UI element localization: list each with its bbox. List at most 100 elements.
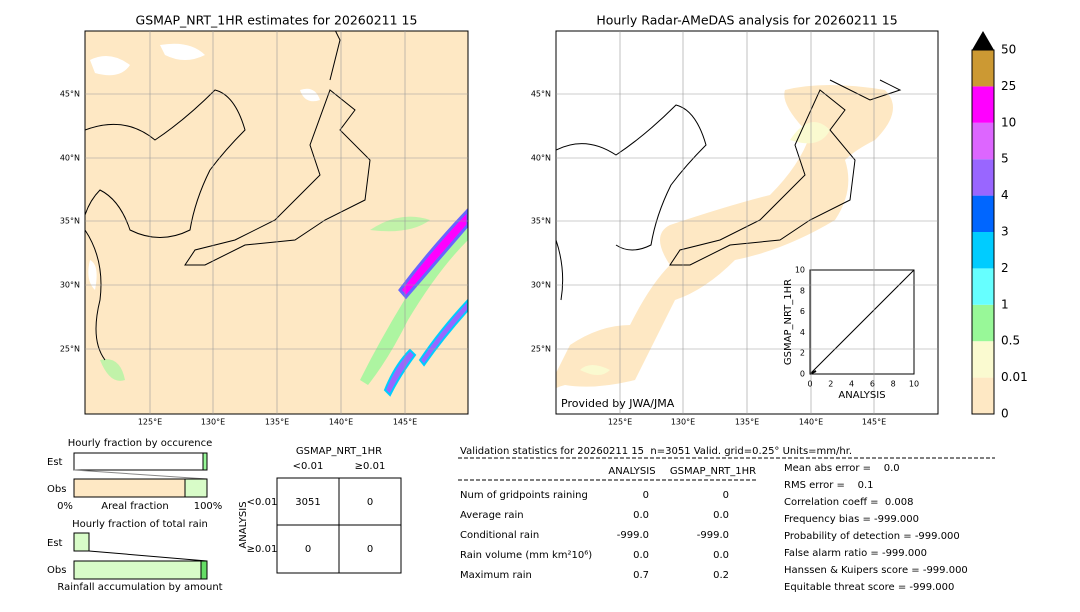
obs-bar xyxy=(73,560,208,580)
lat-label: 35°N xyxy=(60,217,80,226)
inset-y-tick: 2 xyxy=(800,349,805,358)
colorbar-label: 4 xyxy=(1001,188,1009,202)
analysis-area xyxy=(556,85,893,389)
inset-x-tick: 2 xyxy=(828,380,833,389)
left-map xyxy=(85,31,468,414)
score: Equitable threat score = -999.000 xyxy=(784,582,954,593)
stat-value: 0.0 xyxy=(713,510,729,521)
row-header: ≥0.01 xyxy=(247,544,278,555)
stat-label: Rain volume (mm km²10⁶) xyxy=(460,550,592,561)
inset-y-tick: 10 xyxy=(795,266,805,275)
inset-y-tick: 4 xyxy=(800,328,805,337)
table-cell: 0 xyxy=(367,497,373,508)
colorbar-label: 0.01 xyxy=(1001,370,1028,384)
credit: Provided by JWA/JMA xyxy=(561,397,675,410)
rain-band xyxy=(398,207,468,300)
inset-x-tick: 10 xyxy=(909,380,919,389)
stat-value: -999.0 xyxy=(617,530,649,541)
column-header: ANALYSIS xyxy=(608,466,655,477)
connector xyxy=(88,550,208,562)
stat-value: 0.2 xyxy=(713,570,729,581)
inset-y-tick: 6 xyxy=(800,307,805,316)
stat-label: Conditional rain xyxy=(460,530,539,541)
colorbar-label: 1 xyxy=(1001,297,1009,311)
coastline xyxy=(669,79,902,266)
score: False alarm ratio = -999.000 xyxy=(784,548,927,559)
stat-value: 0.0 xyxy=(633,550,649,561)
axis-label: 100% xyxy=(194,501,223,512)
column-header: GSMAP_NRT_1HR xyxy=(670,466,756,477)
colorbar-segment xyxy=(972,268,994,305)
map-title: Hourly Radar-AMeDAS analysis for 2026021… xyxy=(596,13,897,28)
no-data-area xyxy=(88,43,320,290)
lat-label: 40°N xyxy=(60,154,80,163)
score: RMS error = 0.1 xyxy=(784,480,874,491)
stat-value: 0.0 xyxy=(633,510,649,521)
table-cell: 0 xyxy=(367,544,373,555)
table-title: GSMAP_NRT_1HR xyxy=(296,446,382,457)
colorbar-segment xyxy=(972,50,994,87)
obs-fraction xyxy=(184,478,208,498)
score: Mean abs error = 0.0 xyxy=(784,463,900,474)
stat-label: Average rain xyxy=(460,510,524,521)
colorbar-frame xyxy=(971,49,995,415)
inset-xlabel: ANALYSIS xyxy=(838,390,885,401)
colorbar-label: 2 xyxy=(1001,261,1009,275)
stat-value: -999.0 xyxy=(697,530,729,541)
table-cell: 0 xyxy=(305,544,311,555)
axis-label: Areal fraction xyxy=(101,501,168,512)
row-label: Est xyxy=(47,538,63,549)
colorbar-segment xyxy=(972,304,994,342)
map-title: GSMAP_NRT_1HR estimates for 20260211 15 xyxy=(136,13,418,28)
row-label: Obs xyxy=(47,484,66,495)
colorbar-label: 10 xyxy=(1001,115,1016,129)
lat-label: 30°N xyxy=(60,281,80,290)
row-label: Est xyxy=(47,457,63,468)
est-bar xyxy=(73,452,208,471)
inset-x-tick: 4 xyxy=(849,380,854,389)
coastline xyxy=(556,104,707,301)
lon-label: 135°E xyxy=(735,418,759,427)
connector xyxy=(73,469,208,480)
score: Correlation coeff = 0.008 xyxy=(784,497,914,508)
lon-label: 125°E xyxy=(608,418,632,427)
est-bar xyxy=(73,532,90,552)
lat-label: 40°N xyxy=(531,154,551,163)
colorbar-label: 50 xyxy=(1001,43,1016,57)
map-frame xyxy=(84,30,469,415)
row-title: ANALYSIS xyxy=(238,501,249,548)
column-header: ≥0.01 xyxy=(355,461,386,472)
score: Probability of detection = -999.000 xyxy=(784,531,960,542)
lat-label: 25°N xyxy=(60,345,80,354)
inset-y-tick: 8 xyxy=(800,286,805,295)
inset-x-tick: 6 xyxy=(870,380,875,389)
inset-y-tick: 0 xyxy=(800,370,805,379)
inset-frame xyxy=(809,269,915,375)
coastline xyxy=(184,31,371,266)
colorbar-segment xyxy=(972,341,994,378)
coastline xyxy=(85,89,246,361)
colorbar-segment xyxy=(972,377,994,414)
lon-label: 140°E xyxy=(799,418,823,427)
lon-label: 125°E xyxy=(138,418,162,427)
est-fraction xyxy=(202,452,208,471)
stat-label: Maximum rain xyxy=(460,570,532,581)
rain-band xyxy=(383,298,468,397)
column-header: <0.01 xyxy=(293,461,324,472)
axis-label: 0% xyxy=(57,501,73,512)
colorbar-extend xyxy=(972,31,994,50)
stat-value: 0 xyxy=(643,490,649,501)
lat-label: 35°N xyxy=(531,217,551,226)
stats-header: Validation statistics for 20260211 15 n=… xyxy=(460,446,852,457)
inset-x-tick: 0 xyxy=(807,380,812,389)
rain-area xyxy=(360,220,468,385)
lon-label: 145°E xyxy=(862,418,886,427)
colorbar-segment xyxy=(972,86,994,123)
colorbar-segment xyxy=(972,232,994,269)
colorbar-segment xyxy=(972,122,994,160)
stat-value: 0.0 xyxy=(713,550,729,561)
inset-background xyxy=(780,262,930,402)
inset-x-tick: 8 xyxy=(891,380,896,389)
